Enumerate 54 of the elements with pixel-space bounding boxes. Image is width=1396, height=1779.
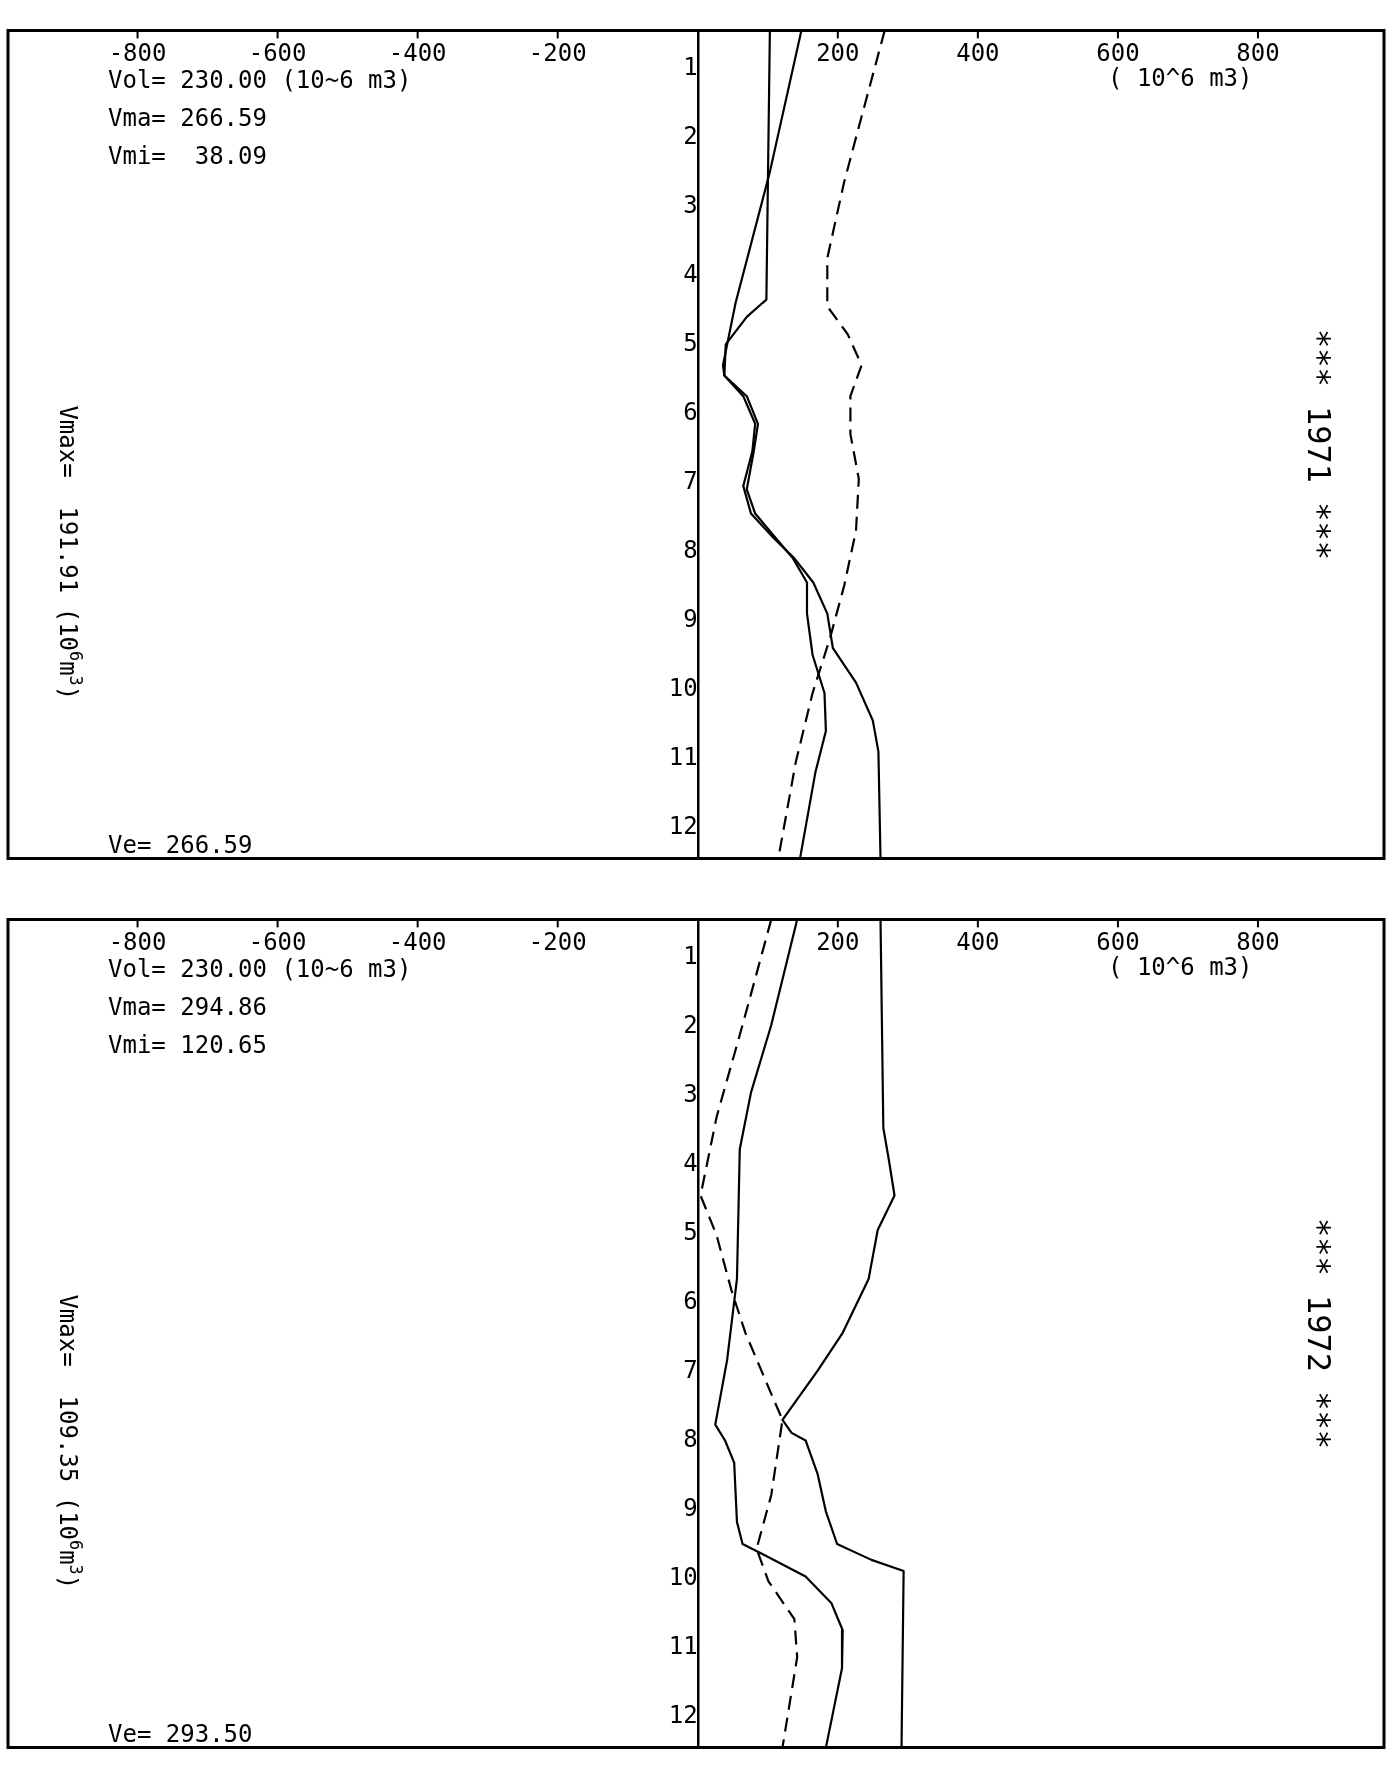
annotation: Vmi= 120.65 [108, 1031, 267, 1060]
x-tick-label: -800 [108, 927, 167, 956]
y-tick-label: 7 [683, 1355, 698, 1384]
text: *** 1972 *** [1300, 1217, 1338, 1450]
y-tick-label: 4 [683, 259, 698, 288]
x-tick-label: -600 [248, 927, 307, 956]
annotation: Vma= 294.86 [108, 993, 267, 1022]
y-tick-label: 12 [668, 1700, 698, 1729]
x-tick-label: -600 [248, 38, 307, 67]
y-tick-label: 11 [668, 742, 698, 771]
annotation: Vol= 230.00 (10~6 m3) [108, 66, 412, 95]
annotation: Ve= 266.59 [108, 830, 253, 859]
x-axis-title: ( 10^6 m3) [1108, 64, 1253, 93]
x-tick-label: 200 [816, 38, 860, 67]
x-tick-label: -200 [528, 38, 587, 67]
y-tick-label: 2 [683, 1010, 698, 1039]
annotation: Vmax= 109.35 (106m3) [54, 1294, 86, 1590]
y-tick-label: 6 [683, 1286, 698, 1315]
annotation: Ve= 293.50 [108, 1719, 253, 1748]
y-tick-label: 12 [668, 811, 698, 840]
annotation: Vmax= 191.91 (106m3) [54, 405, 86, 701]
y-tick-label: 5 [683, 328, 698, 357]
y-tick-label: 6 [683, 397, 698, 426]
x-tick-label: -800 [108, 38, 167, 67]
y-tick-label: 7 [683, 466, 698, 495]
y-tick-label: 1 [683, 52, 698, 81]
x-tick-label: 400 [956, 38, 1000, 67]
y-tick-label: 10 [668, 673, 698, 702]
y-tick-label: 5 [683, 1217, 698, 1246]
y-tick-label: 9 [683, 1493, 698, 1522]
x-tick-label: 400 [956, 927, 1000, 956]
x-tick-label: 800 [1236, 38, 1280, 67]
text: *** 1971 *** [1300, 328, 1338, 561]
y-tick-label: 10 [668, 1562, 698, 1591]
x-tick-label: 800 [1236, 927, 1280, 956]
x-tick-label: 600 [1096, 38, 1140, 67]
y-tick-label: 9 [683, 604, 698, 633]
y-tick-label: 8 [683, 1424, 698, 1453]
y-tick-label: 11 [668, 1631, 698, 1660]
y-tick-label: 3 [683, 1079, 698, 1108]
x-tick-label: -400 [388, 927, 447, 956]
x-axis-title: ( 10^6 m3) [1108, 953, 1253, 982]
x-tick-label: -400 [388, 38, 447, 67]
x-tick-label: 600 [1096, 927, 1140, 956]
y-tick-label: 1 [683, 941, 698, 970]
y-tick-label: 3 [683, 190, 698, 219]
y-tick-label: 4 [683, 1148, 698, 1177]
x-tick-label: 200 [816, 927, 860, 956]
x-tick-label: -200 [528, 927, 587, 956]
y-tick-label: 8 [683, 535, 698, 564]
y-tick-label: 2 [683, 121, 698, 150]
annotation: Vmi= 38.09 [108, 142, 267, 171]
annotation: Vol= 230.00 (10~6 m3) [108, 955, 412, 984]
annotation: Vma= 266.59 [108, 104, 267, 133]
